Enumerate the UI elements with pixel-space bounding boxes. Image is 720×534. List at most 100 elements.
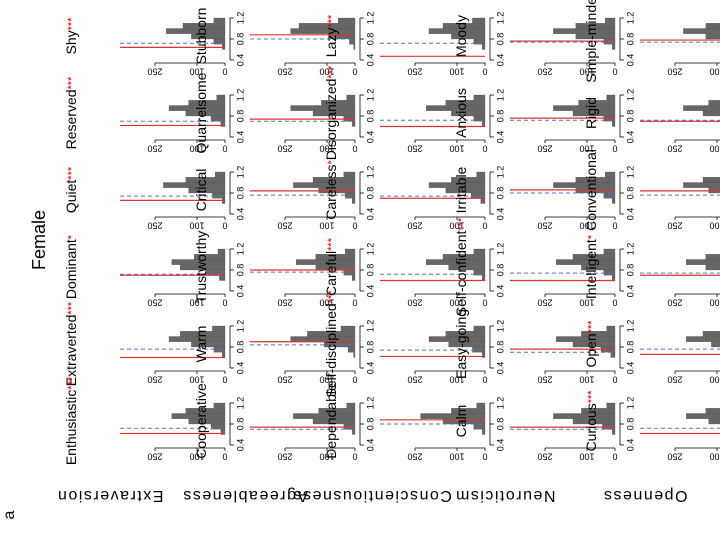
histogram-bar [476,402,486,409]
trait-label: Open*** [583,320,599,368]
x-tick-label: 250 [667,452,682,462]
y-tick-label: 1.2 [625,166,635,179]
histogram-bar [612,198,616,204]
dimension-label: Agreeableness [182,487,308,504]
x-tick-label: 0 [222,67,227,77]
y-tick-label: 0.8 [365,110,375,123]
histogram-bar [182,23,226,29]
trait-name: Calm [453,405,469,438]
histogram-bar [442,23,486,29]
x-tick-label: 100 [709,67,720,77]
x-tick-label: 100 [319,375,334,385]
histogram-bar [575,23,616,29]
x-tick-label: 0 [222,144,227,154]
x-tick-label: 0 [482,298,487,308]
histogram-bar [194,254,226,260]
trait-name: Dependable [323,383,339,459]
histogram-bar [686,413,720,419]
histogram-bar [702,331,720,337]
significance-stars: *** [586,320,598,334]
histogram-bar [343,171,356,178]
x-tick-label: 250 [147,298,162,308]
trait-label: Dominant* [63,234,79,299]
significance-stars: *** [66,301,78,315]
x-tick-label: 0 [352,144,357,154]
trait-label: Trustworthy [193,231,209,304]
histogram-bar [705,254,720,260]
x-tick-label: 250 [277,67,292,77]
x-tick-label: 0 [482,144,487,154]
trait-name: Cooperative [193,383,209,459]
trait-label: Careless* [323,160,339,220]
x-tick-label: 0 [222,375,227,385]
histogram-bar [610,352,616,358]
trait-name: Careless [323,165,339,220]
y-tick-label: 0.4 [365,439,375,452]
x-tick-label: 100 [709,298,720,308]
histogram-bar [318,408,356,414]
histogram-bar [603,269,616,276]
histogram-bar [482,44,486,50]
y-tick-label: 0.4 [365,285,375,298]
x-tick-label: 0 [222,452,227,462]
x-tick-label: 250 [667,67,682,77]
dimension-label: Conscientiousness [292,487,452,504]
x-tick-label: 100 [709,452,720,462]
histogram-bar [352,275,356,281]
y-tick-label: 1.2 [625,89,635,102]
histogram-bar [180,331,226,337]
y-tick-label: 1.2 [365,397,375,410]
significance-stars: *** [326,290,338,304]
x-tick-label: 0 [482,67,487,77]
histogram-bar [210,115,226,122]
y-tick-label: 1.2 [235,166,245,179]
trait-name: Intelligent [583,239,599,299]
histogram-bar [612,44,616,50]
x-tick-label: 0 [352,375,357,385]
x-tick-label: 0 [482,375,487,385]
x-tick-label: 100 [189,375,204,385]
x-tick-label: 250 [407,375,422,385]
y-tick-label: 1.2 [625,397,635,410]
x-tick-label: 250 [147,452,162,462]
y-tick-label: 0.4 [235,362,245,375]
y-tick-label: 1.2 [235,12,245,25]
significance-stars: *** [326,237,338,251]
x-tick-label: 250 [147,144,162,154]
histogram-bar [612,429,616,435]
y-tick-label: 0.4 [625,362,635,375]
x-tick-label: 250 [407,452,422,462]
histogram-bar [185,177,226,183]
x-tick-label: 250 [537,298,552,308]
trait-label: Calm [453,405,469,438]
y-tick-label: 0.4 [495,54,505,67]
x-tick-label: 100 [449,452,464,462]
histogram-bar [605,171,616,178]
histogram-bar [212,325,226,332]
x-tick-label: 100 [579,221,594,231]
significance-stars: *** [586,390,598,404]
histogram-bar [476,171,486,178]
histogram-bar [472,346,486,353]
y-tick-label: 0.8 [625,110,635,123]
histogram-bar [705,408,720,414]
histogram-bar [575,177,616,183]
x-tick-label: 100 [319,221,334,231]
trait-label: Self-disciplined*** [323,290,339,398]
x-tick-label: 100 [449,144,464,154]
y-tick-label: 0.4 [235,131,245,144]
trait-label: Simple-minded [583,0,599,83]
dimension-label: Openness [603,487,688,504]
x-tick-label: 100 [319,144,334,154]
trait-name: Self-disciplined [323,303,339,397]
x-tick-label: 250 [277,221,292,231]
x-tick-label: 100 [189,452,204,462]
trait-label: Intelligent* [583,234,599,299]
x-tick-label: 100 [579,452,594,462]
histogram-bar [705,23,720,29]
significance-stars: *** [66,166,78,180]
histogram-bar [445,331,486,337]
histogram-bar [298,23,356,29]
significance-stars: * [326,160,338,165]
histogram-bar [353,352,356,358]
